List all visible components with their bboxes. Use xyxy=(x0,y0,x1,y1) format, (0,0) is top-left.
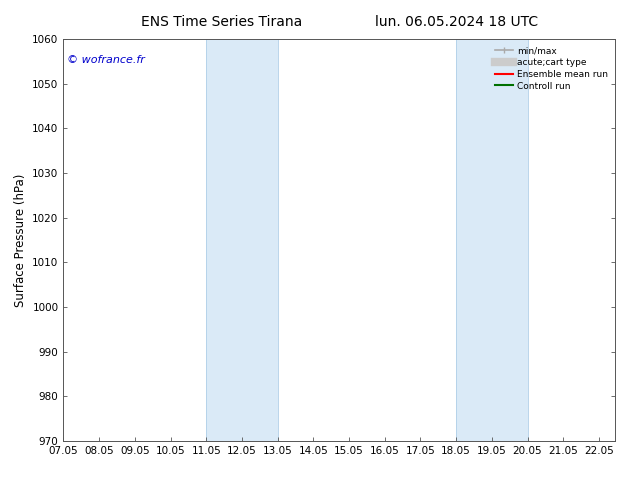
Text: ENS Time Series Tirana: ENS Time Series Tirana xyxy=(141,15,302,29)
Y-axis label: Surface Pressure (hPa): Surface Pressure (hPa) xyxy=(14,173,27,307)
Text: © wofrance.fr: © wofrance.fr xyxy=(67,55,145,65)
Legend: min/max, acute;cart type, Ensemble mean run, Controll run: min/max, acute;cart type, Ensemble mean … xyxy=(493,44,611,93)
Bar xyxy=(206,39,278,441)
Bar xyxy=(456,39,527,441)
Text: lun. 06.05.2024 18 UTC: lun. 06.05.2024 18 UTC xyxy=(375,15,538,29)
